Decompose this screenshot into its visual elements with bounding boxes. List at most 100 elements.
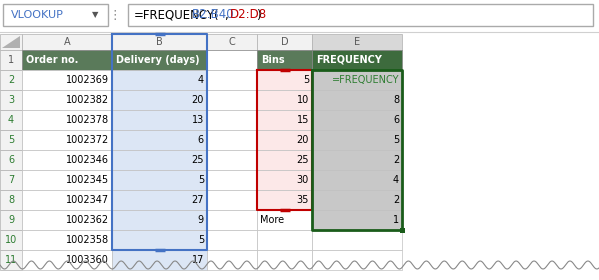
Text: D: D bbox=[281, 37, 288, 47]
Bar bbox=[22, 150, 112, 170]
Text: 5: 5 bbox=[198, 235, 204, 245]
Bar bbox=[257, 70, 312, 90]
Text: 2: 2 bbox=[393, 155, 399, 165]
Text: 7: 7 bbox=[8, 175, 14, 185]
Bar bbox=[0, 70, 22, 90]
Text: 3: 3 bbox=[8, 95, 14, 105]
Bar bbox=[112, 150, 207, 170]
Bar bbox=[0, 210, 22, 230]
Bar bbox=[312, 250, 402, 270]
Bar bbox=[257, 90, 312, 110]
Text: =FREQUENCY(: =FREQUENCY( bbox=[134, 8, 220, 22]
Bar bbox=[112, 170, 207, 190]
Text: 4: 4 bbox=[198, 75, 204, 85]
Bar bbox=[257, 210, 312, 230]
Bar bbox=[22, 170, 112, 190]
Text: D2:D8: D2:D8 bbox=[229, 8, 267, 22]
Text: 1002358: 1002358 bbox=[66, 235, 109, 245]
Bar bbox=[257, 50, 312, 70]
Bar bbox=[0, 130, 22, 150]
Bar bbox=[0, 170, 22, 190]
Bar bbox=[112, 34, 207, 50]
Bar bbox=[112, 210, 207, 230]
Bar bbox=[0, 190, 22, 210]
Text: 8: 8 bbox=[8, 195, 14, 205]
Bar bbox=[257, 130, 312, 150]
Bar bbox=[128, 4, 593, 26]
Text: 10: 10 bbox=[297, 95, 309, 105]
Bar bbox=[312, 190, 402, 210]
Text: 25: 25 bbox=[192, 155, 204, 165]
Text: 4: 4 bbox=[8, 115, 14, 125]
Bar bbox=[257, 230, 312, 250]
Text: 17: 17 bbox=[192, 255, 204, 265]
Text: 5: 5 bbox=[302, 75, 309, 85]
Text: 6: 6 bbox=[393, 115, 399, 125]
Bar bbox=[207, 34, 257, 50]
Bar bbox=[207, 50, 257, 70]
Bar bbox=[312, 110, 402, 130]
Bar bbox=[207, 70, 257, 90]
Text: 2: 2 bbox=[8, 75, 14, 85]
Text: 1002378: 1002378 bbox=[66, 115, 109, 125]
Bar bbox=[112, 50, 207, 70]
Text: 1003360: 1003360 bbox=[66, 255, 109, 265]
Bar bbox=[0, 90, 22, 110]
Text: 11: 11 bbox=[5, 255, 17, 265]
Text: 30: 30 bbox=[297, 175, 309, 185]
Bar bbox=[22, 110, 112, 130]
Text: 8: 8 bbox=[393, 95, 399, 105]
Text: B2:B40: B2:B40 bbox=[192, 8, 235, 22]
Text: 1002382: 1002382 bbox=[66, 95, 109, 105]
Bar bbox=[207, 110, 257, 130]
Bar bbox=[312, 150, 402, 170]
Text: 1002346: 1002346 bbox=[66, 155, 109, 165]
Bar bbox=[207, 170, 257, 190]
Text: E: E bbox=[354, 37, 360, 47]
Bar bbox=[312, 90, 402, 110]
Polygon shape bbox=[2, 36, 20, 48]
Bar bbox=[312, 210, 402, 230]
Bar bbox=[22, 230, 112, 250]
Text: 20: 20 bbox=[192, 95, 204, 105]
Bar bbox=[0, 230, 22, 250]
Bar bbox=[3, 4, 108, 26]
Text: ▼: ▼ bbox=[92, 10, 98, 20]
Bar bbox=[112, 70, 207, 90]
Text: 10: 10 bbox=[5, 235, 17, 245]
Text: 5: 5 bbox=[8, 135, 14, 145]
Text: ,: , bbox=[224, 8, 228, 22]
Bar bbox=[112, 230, 207, 250]
Bar bbox=[112, 90, 207, 110]
Bar bbox=[312, 130, 402, 150]
Text: 20: 20 bbox=[297, 135, 309, 145]
Text: 1: 1 bbox=[393, 215, 399, 225]
Bar bbox=[400, 227, 404, 232]
Bar bbox=[207, 130, 257, 150]
Text: 5: 5 bbox=[393, 135, 399, 145]
Text: 9: 9 bbox=[8, 215, 14, 225]
Text: 2: 2 bbox=[393, 195, 399, 205]
Text: 27: 27 bbox=[192, 195, 204, 205]
Text: =FREQUENCY: =FREQUENCY bbox=[331, 75, 399, 85]
Text: VLOOKUP: VLOOKUP bbox=[11, 10, 64, 20]
Text: C: C bbox=[229, 37, 235, 47]
Text: 1002345: 1002345 bbox=[66, 175, 109, 185]
Bar bbox=[0, 34, 22, 50]
Text: 1002372: 1002372 bbox=[66, 135, 109, 145]
Text: 4: 4 bbox=[393, 175, 399, 185]
Bar bbox=[22, 34, 112, 50]
Bar bbox=[112, 110, 207, 130]
Bar bbox=[22, 190, 112, 210]
Bar bbox=[112, 250, 207, 270]
Bar bbox=[0, 150, 22, 170]
Text: ): ) bbox=[256, 8, 261, 22]
Bar bbox=[112, 190, 207, 210]
Text: 5: 5 bbox=[198, 175, 204, 185]
Bar bbox=[0, 250, 22, 270]
Text: 35: 35 bbox=[297, 195, 309, 205]
Bar bbox=[22, 50, 112, 70]
Text: More: More bbox=[260, 215, 284, 225]
Text: 15: 15 bbox=[297, 115, 309, 125]
Bar bbox=[207, 210, 257, 230]
